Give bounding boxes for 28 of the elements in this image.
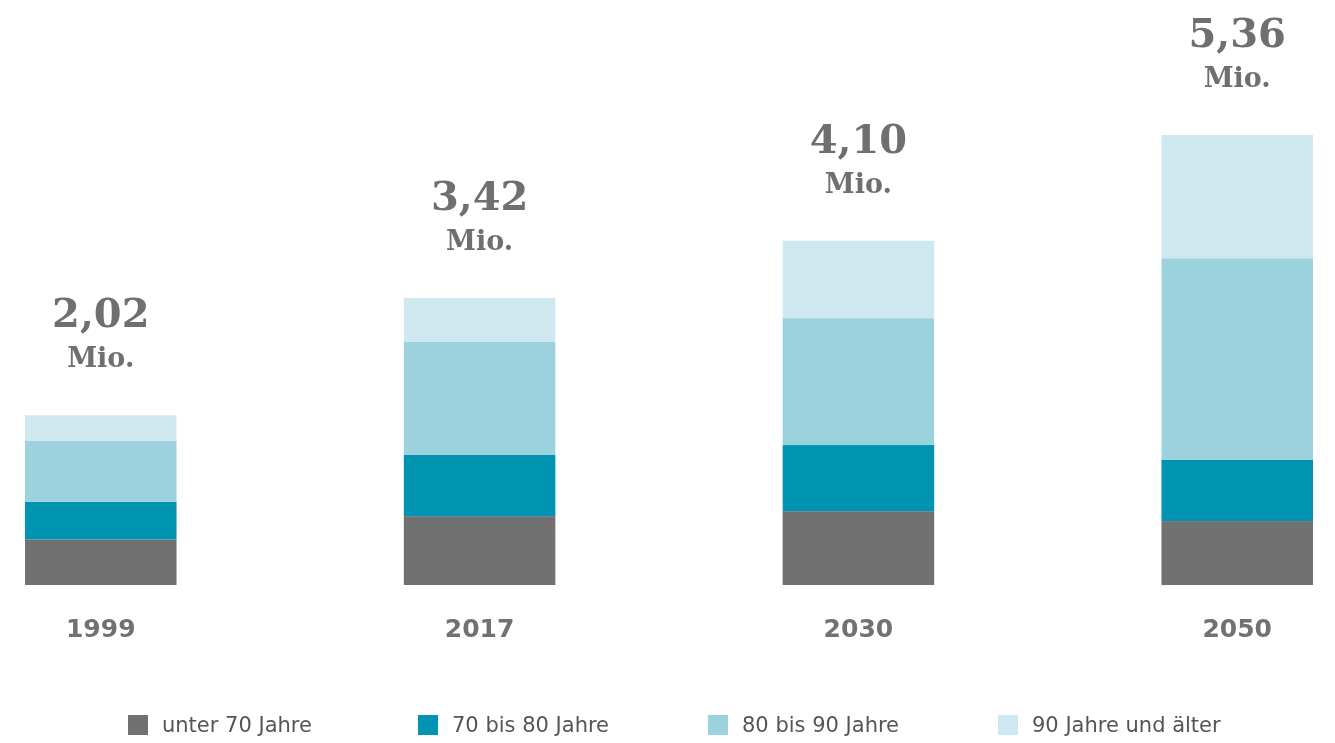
bar	[1161, 135, 1313, 259]
x-tick-label: 2030	[823, 614, 894, 643]
bar	[25, 539, 177, 585]
bar	[782, 240, 935, 319]
annotation: 4,10 Mio.	[809, 114, 908, 199]
bar	[403, 454, 556, 517]
legend-label: 70 bis 80 Jahre	[452, 713, 610, 737]
bar	[782, 511, 935, 585]
annotation: 3,42 Mio.	[430, 171, 529, 256]
bar	[25, 501, 177, 540]
bar	[1161, 521, 1313, 585]
bar	[403, 297, 556, 342]
x-tick-label: 1999	[65, 614, 136, 643]
bar	[782, 318, 935, 446]
bar	[403, 516, 556, 585]
bar	[782, 445, 935, 512]
bar	[25, 440, 177, 502]
legend-label: unter 70 Jahre	[162, 713, 312, 737]
bar	[403, 341, 556, 455]
legend-label: 80 bis 90 Jahre	[742, 713, 900, 737]
legend-label: 90 Jahre und älter	[1032, 713, 1222, 737]
bar	[1161, 459, 1313, 522]
x-tick-label: 2017	[444, 614, 515, 643]
bar	[25, 415, 177, 441]
annotation: 2,02 Mio.	[52, 289, 150, 374]
x-tick-label: 2050	[1202, 614, 1273, 643]
bar	[1161, 258, 1313, 460]
text: 5,36 Mio.	[1188, 9, 1286, 93]
